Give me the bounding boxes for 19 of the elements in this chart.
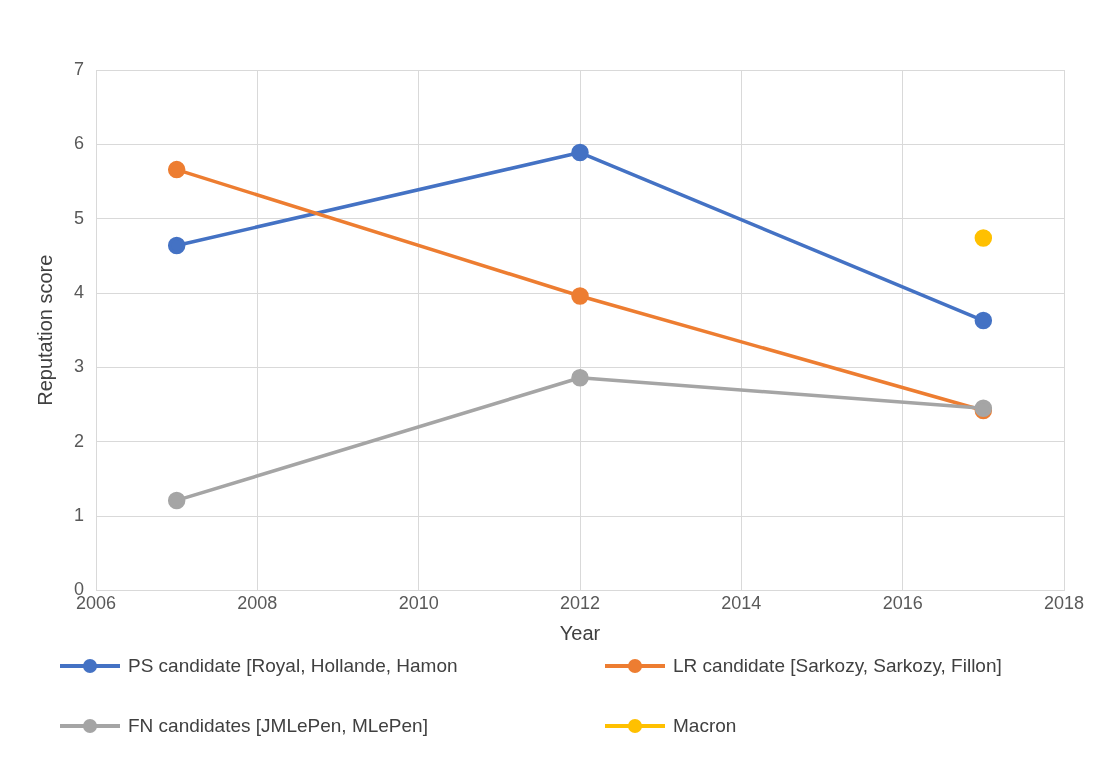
legend-label: Macron: [673, 715, 737, 737]
x-tick-label: 2012: [559, 593, 601, 614]
y-tick-label: 6: [74, 133, 85, 154]
legend-label: PS candidate [Royal, Hollande, Hamon: [128, 655, 458, 677]
y-tick-label: 4: [74, 282, 85, 302]
y-tick-label: 2: [74, 430, 85, 451]
x-axis-title: Year: [559, 621, 601, 644]
y-tick-label: 5: [74, 207, 85, 228]
x-tick-label: 2008: [237, 593, 278, 614]
x-tick-label: 2018: [1043, 593, 1085, 614]
y-tick-label: 7: [74, 58, 85, 79]
x-tick-label: 2010: [398, 593, 439, 614]
legend-label: FN candidates [JMLePen, MLePen]: [128, 715, 428, 737]
x-tick-label: 2016: [882, 593, 923, 614]
y-tick-label: 1: [74, 505, 85, 526]
y-axis-title: Reputation score: [33, 254, 56, 406]
x-tick-label: 2014: [721, 593, 762, 614]
y-tick-label: 3: [74, 356, 85, 377]
legend-label: LR candidate [Sarkozy, Sarkozy, Fillon]: [673, 655, 1002, 677]
